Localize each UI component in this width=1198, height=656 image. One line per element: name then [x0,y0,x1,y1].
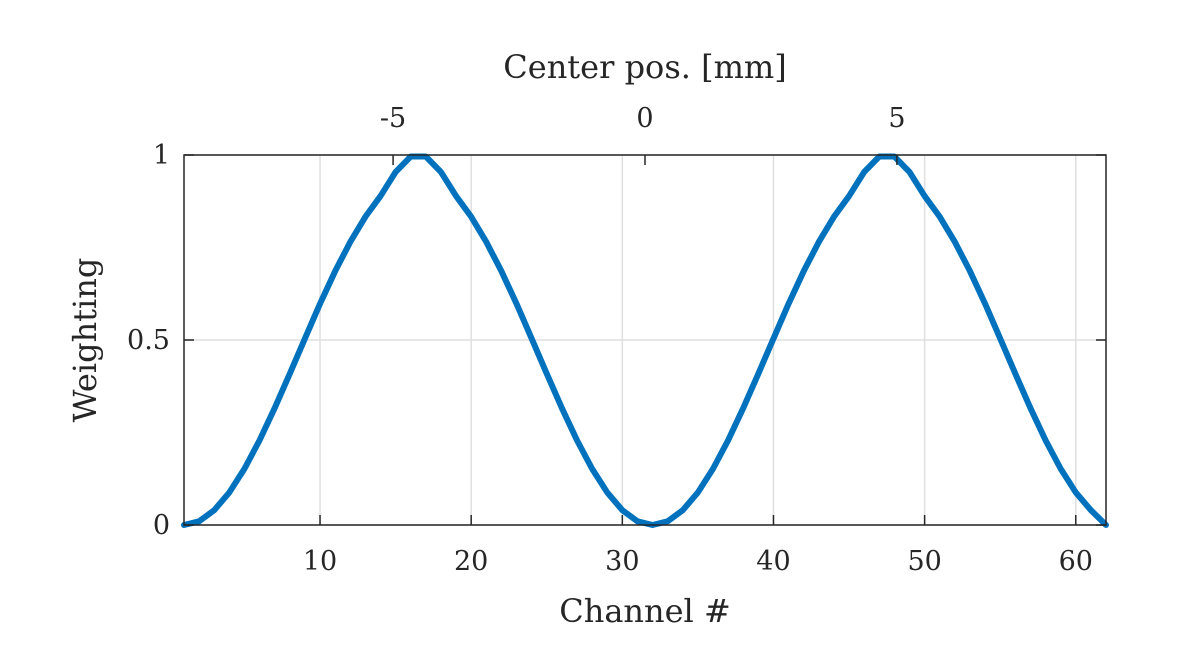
y-tick-label: 1 [153,140,170,171]
x-tick-label: 40 [756,546,790,577]
weighting-series-line [181,153,1109,528]
x-axis-title: Channel # [559,592,731,630]
top-tick-label: -5 [380,103,406,134]
x-tick-label: 10 [303,546,337,577]
ticks-layer: 10 20 30 40 50 60-5 0 500.51 [127,103,1106,577]
y-axis-title: Weighting [66,258,104,423]
x-tick-label: 20 [454,546,488,577]
series-layer [181,153,1109,528]
x-tick-label: 30 [605,546,639,577]
x-tick-label: 50 [907,546,941,577]
grid-layer [184,154,1106,526]
top-axis-title: Center pos. [mm] [503,48,786,86]
y-tick-label: 0.5 [127,325,170,356]
x-tick-label: 60 [1059,546,1093,577]
y-tick-label: 0 [153,510,170,541]
top-tick-label: 0 [636,103,653,134]
top-tick-label: 5 [888,103,905,134]
